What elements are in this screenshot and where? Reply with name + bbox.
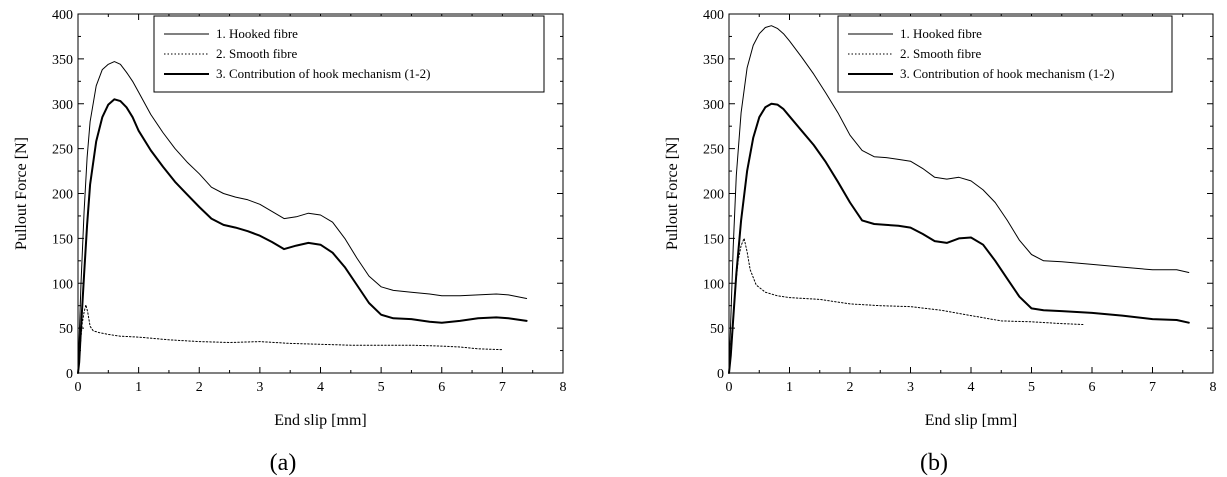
- y-tick-label: 400: [52, 8, 73, 23]
- x-tick-label: 1: [135, 380, 142, 395]
- x-tick-label: 0: [75, 380, 82, 395]
- x-tick-label: 8: [1210, 380, 1217, 395]
- y-tick-label: 350: [703, 53, 724, 68]
- series-line-2: [77, 304, 503, 374]
- x-axis-title: End slip [mm]: [274, 412, 366, 429]
- y-tick-label: 100: [703, 277, 724, 292]
- y-axis-title: Pullout Force [N]: [13, 137, 30, 250]
- x-tick-label: 3: [256, 380, 263, 395]
- legend-box: [153, 15, 545, 93]
- x-tick-label: 7: [1149, 380, 1156, 395]
- y-tick-label: 400: [703, 8, 724, 23]
- y-tick-label: 350: [52, 53, 73, 68]
- y-tick-label: 250: [703, 143, 724, 158]
- x-tick-label: 8: [560, 380, 567, 395]
- x-tick-label: 5: [1028, 380, 1035, 395]
- legend-label-1: 1. Hooked fibre: [216, 26, 298, 41]
- legend-label-3: 3. Contribution of hook mechanism (1-2): [216, 66, 430, 81]
- y-tick-label: 50: [710, 322, 724, 337]
- y-tick-label: 50: [59, 322, 73, 337]
- y-tick-label: 150: [52, 232, 73, 247]
- series-line-1: [728, 25, 1190, 374]
- legend-label-1: 1. Hooked fibre: [900, 26, 982, 41]
- panel-caption: (b): [920, 450, 948, 476]
- legend-label-2: 2. Smooth fibre: [900, 46, 981, 61]
- y-tick-label: 300: [52, 98, 73, 113]
- series-line-3: [77, 98, 528, 374]
- y-tick-label: 0: [66, 367, 73, 382]
- y-tick-label: 200: [52, 188, 73, 203]
- series-line-2: [728, 237, 1084, 374]
- x-axis-title: End slip [mm]: [925, 412, 1017, 429]
- legend-label-2: 2. Smooth fibre: [216, 46, 297, 61]
- y-tick-label: 100: [52, 277, 73, 292]
- y-tick-label: 300: [703, 98, 724, 113]
- chart-a: 0 1 2 3 4 5 6 7 8 0 50 100 150 200 250 300 350 400 End sli…: [13, 8, 567, 476]
- legend-label-3: 3. Contribution of hook mechanism (1-2): [900, 66, 1114, 81]
- chart-b: 0 1 2 3 4 5 6 7 8 0 50 100 150 200 250 300 350 400 End sli…: [664, 8, 1217, 476]
- x-tick-label: 5: [378, 380, 385, 395]
- y-axis-title: Pullout Force [N]: [664, 137, 681, 250]
- x-tick-label: 3: [907, 380, 914, 395]
- y-tick-label: 250: [52, 143, 73, 158]
- legend: 1. Hooked fibre 2. Smooth fibre 3. Contrib…: [153, 15, 545, 93]
- x-tick-label: 2: [196, 380, 203, 395]
- series-line-3: [728, 102, 1190, 374]
- x-tick-label: 2: [847, 380, 854, 395]
- x-tick-label: 6: [1089, 380, 1096, 395]
- legend: 1. Hooked fibre 2. Smooth fibre 3. Contrib…: [837, 15, 1173, 93]
- x-tick-label: 6: [438, 380, 445, 395]
- x-tick-label: 1: [786, 380, 793, 395]
- legend-box: [837, 15, 1173, 93]
- y-tick-label: 200: [703, 188, 724, 203]
- y-tick-label: 150: [703, 232, 724, 247]
- x-tick-label: 7: [499, 380, 506, 395]
- panel-caption: (a): [270, 450, 297, 476]
- x-tick-label: 0: [726, 380, 733, 395]
- series-line-1: [77, 61, 528, 374]
- y-tick-label: 0: [717, 367, 724, 382]
- x-tick-label: 4: [317, 380, 324, 395]
- x-tick-label: 4: [968, 380, 975, 395]
